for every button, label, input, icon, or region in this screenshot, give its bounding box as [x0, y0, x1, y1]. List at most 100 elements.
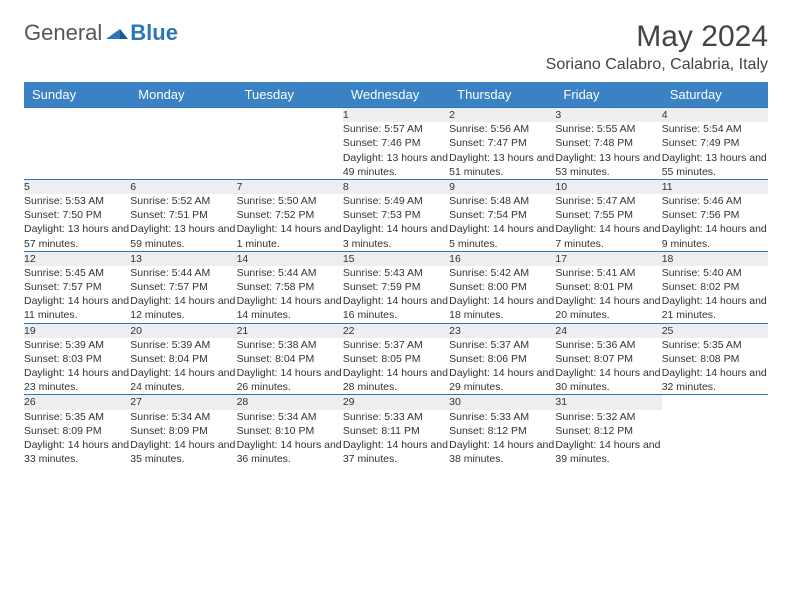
calendar-page: General Blue May 2024 Soriano Calabro, C… [0, 0, 792, 486]
day-number-row: 12131415161718 [24, 251, 768, 266]
day-number: 4 [662, 108, 768, 123]
day-number: 9 [449, 179, 555, 194]
day-number: 3 [555, 108, 661, 123]
day-details: Sunrise: 5:57 AMSunset: 7:46 PMDaylight:… [343, 122, 449, 179]
day-details: Sunrise: 5:38 AMSunset: 8:04 PMDaylight:… [237, 338, 343, 395]
day-number: 27 [130, 395, 236, 410]
day-number-row: 262728293031 [24, 395, 768, 410]
day-details: Sunrise: 5:56 AMSunset: 7:47 PMDaylight:… [449, 122, 555, 179]
day-detail-row: Sunrise: 5:39 AMSunset: 8:03 PMDaylight:… [24, 338, 768, 395]
day-number: 26 [24, 395, 130, 410]
day-number: 15 [343, 251, 449, 266]
empty-cell [24, 108, 130, 123]
page-header: General Blue May 2024 Soriano Calabro, C… [24, 20, 768, 74]
day-details: Sunrise: 5:53 AMSunset: 7:50 PMDaylight:… [24, 194, 130, 251]
day-detail-row: Sunrise: 5:35 AMSunset: 8:09 PMDaylight:… [24, 410, 768, 467]
day-number: 21 [237, 323, 343, 338]
day-number-row: 19202122232425 [24, 323, 768, 338]
day-number: 12 [24, 251, 130, 266]
weekday-row: SundayMondayTuesdayWednesdayThursdayFrid… [24, 82, 768, 108]
day-details: Sunrise: 5:45 AMSunset: 7:57 PMDaylight:… [24, 266, 130, 323]
weekday-header: Thursday [449, 82, 555, 108]
day-details: Sunrise: 5:39 AMSunset: 8:03 PMDaylight:… [24, 338, 130, 395]
day-details: Sunrise: 5:46 AMSunset: 7:56 PMDaylight:… [662, 194, 768, 251]
day-number-row: 567891011 [24, 179, 768, 194]
day-number: 1 [343, 108, 449, 123]
brand-part1: General [24, 20, 102, 46]
day-details: Sunrise: 5:44 AMSunset: 7:58 PMDaylight:… [237, 266, 343, 323]
calendar-table: SundayMondayTuesdayWednesdayThursdayFrid… [24, 82, 768, 466]
day-number: 2 [449, 108, 555, 123]
day-number: 5 [24, 179, 130, 194]
weekday-header: Wednesday [343, 82, 449, 108]
empty-cell [662, 395, 768, 410]
day-details: Sunrise: 5:50 AMSunset: 7:52 PMDaylight:… [237, 194, 343, 251]
calendar-head: SundayMondayTuesdayWednesdayThursdayFrid… [24, 82, 768, 108]
day-details: Sunrise: 5:33 AMSunset: 8:12 PMDaylight:… [449, 410, 555, 467]
day-number: 17 [555, 251, 661, 266]
day-number: 16 [449, 251, 555, 266]
title-block: May 2024 Soriano Calabro, Calabria, Ital… [546, 20, 768, 74]
empty-cell [237, 108, 343, 123]
day-details: Sunrise: 5:35 AMSunset: 8:09 PMDaylight:… [24, 410, 130, 467]
day-details: Sunrise: 5:36 AMSunset: 8:07 PMDaylight:… [555, 338, 661, 395]
calendar-body: 1234Sunrise: 5:57 AMSunset: 7:46 PMDayli… [24, 108, 768, 467]
day-number: 31 [555, 395, 661, 410]
day-number: 29 [343, 395, 449, 410]
day-number: 8 [343, 179, 449, 194]
day-number: 11 [662, 179, 768, 194]
empty-cell [130, 122, 236, 179]
empty-cell [662, 410, 768, 467]
day-number: 19 [24, 323, 130, 338]
day-details: Sunrise: 5:44 AMSunset: 7:57 PMDaylight:… [130, 266, 236, 323]
day-details: Sunrise: 5:32 AMSunset: 8:12 PMDaylight:… [555, 410, 661, 467]
day-details: Sunrise: 5:47 AMSunset: 7:55 PMDaylight:… [555, 194, 661, 251]
weekday-header: Sunday [24, 82, 130, 108]
day-details: Sunrise: 5:54 AMSunset: 7:49 PMDaylight:… [662, 122, 768, 179]
empty-cell [24, 122, 130, 179]
day-details: Sunrise: 5:37 AMSunset: 8:05 PMDaylight:… [343, 338, 449, 395]
day-details: Sunrise: 5:40 AMSunset: 8:02 PMDaylight:… [662, 266, 768, 323]
day-details: Sunrise: 5:55 AMSunset: 7:48 PMDaylight:… [555, 122, 661, 179]
location-label: Soriano Calabro, Calabria, Italy [546, 56, 768, 74]
day-detail-row: Sunrise: 5:53 AMSunset: 7:50 PMDaylight:… [24, 194, 768, 251]
weekday-header: Monday [130, 82, 236, 108]
day-details: Sunrise: 5:43 AMSunset: 7:59 PMDaylight:… [343, 266, 449, 323]
day-number: 28 [237, 395, 343, 410]
day-details: Sunrise: 5:33 AMSunset: 8:11 PMDaylight:… [343, 410, 449, 467]
day-number: 20 [130, 323, 236, 338]
day-number: 23 [449, 323, 555, 338]
empty-cell [237, 122, 343, 179]
weekday-header: Saturday [662, 82, 768, 108]
weekday-header: Tuesday [237, 82, 343, 108]
day-details: Sunrise: 5:42 AMSunset: 8:00 PMDaylight:… [449, 266, 555, 323]
day-detail-row: Sunrise: 5:57 AMSunset: 7:46 PMDaylight:… [24, 122, 768, 179]
day-number: 22 [343, 323, 449, 338]
day-details: Sunrise: 5:52 AMSunset: 7:51 PMDaylight:… [130, 194, 236, 251]
brand-logo: General Blue [24, 20, 178, 46]
day-details: Sunrise: 5:41 AMSunset: 8:01 PMDaylight:… [555, 266, 661, 323]
day-details: Sunrise: 5:34 AMSunset: 8:09 PMDaylight:… [130, 410, 236, 467]
day-details: Sunrise: 5:49 AMSunset: 7:53 PMDaylight:… [343, 194, 449, 251]
day-detail-row: Sunrise: 5:45 AMSunset: 7:57 PMDaylight:… [24, 266, 768, 323]
day-number: 13 [130, 251, 236, 266]
empty-cell [130, 108, 236, 123]
day-number: 14 [237, 251, 343, 266]
brand-part2: Blue [130, 20, 178, 46]
day-number: 25 [662, 323, 768, 338]
brand-mark-icon [106, 23, 128, 44]
day-number: 7 [237, 179, 343, 194]
day-number: 10 [555, 179, 661, 194]
day-details: Sunrise: 5:37 AMSunset: 8:06 PMDaylight:… [449, 338, 555, 395]
day-number: 30 [449, 395, 555, 410]
day-details: Sunrise: 5:48 AMSunset: 7:54 PMDaylight:… [449, 194, 555, 251]
day-number-row: 1234 [24, 108, 768, 123]
day-details: Sunrise: 5:34 AMSunset: 8:10 PMDaylight:… [237, 410, 343, 467]
weekday-header: Friday [555, 82, 661, 108]
day-details: Sunrise: 5:39 AMSunset: 8:04 PMDaylight:… [130, 338, 236, 395]
day-details: Sunrise: 5:35 AMSunset: 8:08 PMDaylight:… [662, 338, 768, 395]
day-number: 24 [555, 323, 661, 338]
month-title: May 2024 [546, 20, 768, 54]
day-number: 18 [662, 251, 768, 266]
day-number: 6 [130, 179, 236, 194]
